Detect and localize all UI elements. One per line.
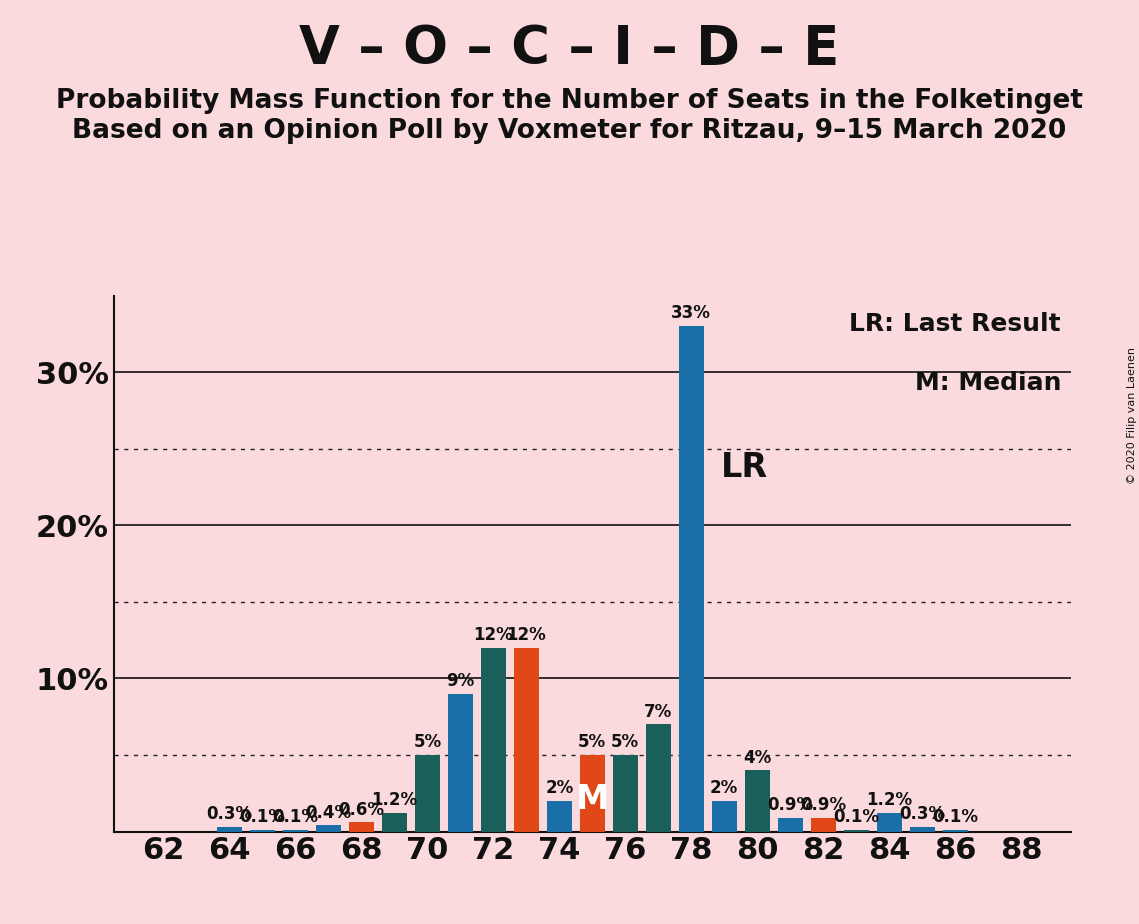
Bar [382,813,407,832]
Bar [679,326,704,832]
Bar [282,830,308,832]
Text: 0.9%: 0.9% [768,796,813,814]
Bar [712,801,737,832]
Text: Based on an Opinion Poll by Voxmeter for Ritzau, 9–15 March 2020: Based on an Opinion Poll by Voxmeter for… [73,118,1066,144]
Text: M: M [575,783,609,816]
Bar [844,830,869,832]
Text: 0.6%: 0.6% [338,800,384,819]
Bar [415,755,440,832]
Bar [910,827,935,832]
Text: 0.1%: 0.1% [272,808,319,826]
Text: 0.1%: 0.1% [239,808,286,826]
Text: 0.9%: 0.9% [801,796,846,814]
Bar [249,830,274,832]
Text: 2%: 2% [710,779,738,797]
Text: 9%: 9% [446,672,475,690]
Bar [646,724,671,832]
Text: 0.3%: 0.3% [206,805,253,823]
Bar [745,771,770,832]
Text: 12%: 12% [474,626,514,644]
Text: 12%: 12% [507,626,547,644]
Bar [613,755,638,832]
Bar [778,818,803,832]
Text: V – O – C – I – D – E: V – O – C – I – D – E [300,23,839,75]
Text: M: Median: M: Median [915,371,1062,395]
Bar [514,648,539,832]
Text: 0.1%: 0.1% [932,808,978,826]
Text: Probability Mass Function for the Number of Seats in the Folketinget: Probability Mass Function for the Number… [56,88,1083,114]
Text: LR: LR [721,451,768,484]
Text: LR: Last Result: LR: Last Result [850,311,1062,335]
Bar [580,755,605,832]
Bar [316,825,341,832]
Bar [943,830,967,832]
Text: © 2020 Filip van Laenen: © 2020 Filip van Laenen [1126,347,1137,484]
Bar [448,694,473,832]
Bar [349,822,374,832]
Text: 1.2%: 1.2% [371,791,417,809]
Bar [547,801,572,832]
Bar [481,648,506,832]
Text: 33%: 33% [671,305,711,322]
Text: 5%: 5% [579,734,606,751]
Text: 4%: 4% [743,748,771,767]
Bar [218,827,241,832]
Bar [811,818,836,832]
Text: 1.2%: 1.2% [866,791,912,809]
Text: 0.1%: 0.1% [834,808,879,826]
Text: 7%: 7% [645,702,672,721]
Text: 5%: 5% [413,734,442,751]
Text: 0.4%: 0.4% [305,804,352,821]
Bar [877,813,902,832]
Text: 2%: 2% [546,779,573,797]
Text: 0.3%: 0.3% [899,805,945,823]
Text: 5%: 5% [612,734,639,751]
